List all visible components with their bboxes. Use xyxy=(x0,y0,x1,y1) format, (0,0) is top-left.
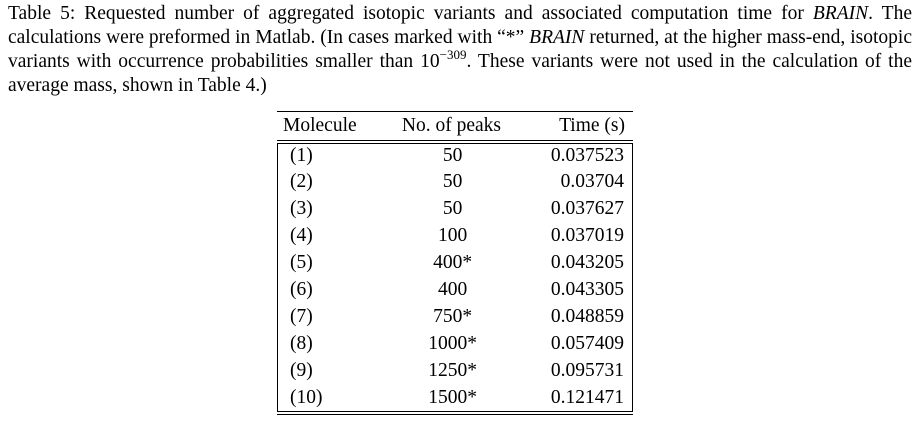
cell-molecule: (8) xyxy=(277,330,389,357)
table-header-row: Molecule No. of peaks Time (s) xyxy=(277,112,633,140)
cell-molecule: (10) xyxy=(277,384,389,411)
cell-molecule: (6) xyxy=(277,276,389,303)
table-row: (9) 1250* 0.095731 xyxy=(277,357,633,384)
cell-time: 0.037523 xyxy=(517,144,633,168)
cell-peaks: 1500* xyxy=(428,387,477,408)
cell-peaks: 750* xyxy=(433,306,473,327)
cell-time: 0.037019 xyxy=(517,222,633,249)
table-top-rule xyxy=(277,111,633,112)
caption-text-1: Table 5: Requested number of aggregated … xyxy=(8,3,813,24)
table-row: (7) 750* 0.048859 xyxy=(277,303,633,330)
caption-text-3: returned, at the higher mass-end, isotop… xyxy=(8,27,912,72)
cell-time: 0.095731 xyxy=(517,357,633,384)
caption-text-4: . These variants were not used in the ca… xyxy=(8,51,912,96)
cell-molecule: (4) xyxy=(277,222,389,249)
caption-brain-1: BRAIN xyxy=(812,3,869,24)
cell-molecule: (5) xyxy=(277,249,389,276)
cell-molecule: (9) xyxy=(277,357,389,384)
table-row: (8) 1000* 0.057409 xyxy=(277,330,633,357)
caption-paragraph: Table 5: Requested number of aggregated … xyxy=(8,2,912,98)
cell-molecule: (7) xyxy=(277,303,389,330)
table-header-double-rule xyxy=(277,140,633,144)
cell-time: 0.043205 xyxy=(517,249,633,276)
cell-time: 0.043305 xyxy=(517,276,633,303)
table-row: (5) 400* 0.043205 xyxy=(277,249,633,276)
cell-molecule: (3) xyxy=(277,195,389,222)
cell-peaks: 100 xyxy=(437,225,468,246)
table-row: (4) 100 0.037019 xyxy=(277,222,633,249)
cell-peaks: 50 xyxy=(442,198,463,219)
table-row: (2) 50 0.03704 xyxy=(277,168,633,195)
table-row: (3) 50 0.037627 xyxy=(277,195,633,222)
cell-time: 0.03704 xyxy=(517,168,633,195)
table-row: (6) 400 0.043305 xyxy=(277,276,633,303)
cell-peaks: 1000* xyxy=(428,333,477,354)
cell-peaks: 50 xyxy=(442,171,463,192)
header-peaks: No. of peaks xyxy=(401,115,502,136)
cell-peaks: 400 xyxy=(437,279,468,300)
table-row: (1) 50 0.037523 xyxy=(277,144,633,168)
table-caption: Table 5: Requested number of aggregated … xyxy=(8,2,912,98)
cell-peaks: 400* xyxy=(433,252,473,273)
cell-time: 0.037627 xyxy=(517,195,633,222)
caption-exponent: −309 xyxy=(439,47,467,62)
cell-molecule: (2) xyxy=(277,168,389,195)
results-table: Molecule No. of peaks Time (s) (1) 50 0.… xyxy=(277,111,633,415)
header-time: Time (s) xyxy=(559,115,625,136)
cell-time: 0.057409 xyxy=(517,330,633,357)
caption-text-2: . The calculations were preformed in Mat… xyxy=(8,3,913,48)
results-table-grid: Molecule No. of peaks Time (s) xyxy=(277,112,633,140)
table-bottom-double-rule xyxy=(277,411,633,415)
cell-time: 0.121471 xyxy=(517,384,633,411)
cell-time: 0.048859 xyxy=(517,303,633,330)
results-table-body: (1) 50 0.037523 (2) 50 0.03704 (3) 50 0.… xyxy=(277,144,633,411)
caption-brain-2: BRAIN xyxy=(529,27,585,48)
cell-molecule: (1) xyxy=(277,144,389,168)
header-molecule: Molecule xyxy=(283,115,357,136)
cell-peaks: 1250* xyxy=(428,360,477,381)
cell-peaks: 50 xyxy=(442,145,463,166)
table-row: (10) 1500* 0.121471 xyxy=(277,384,633,411)
